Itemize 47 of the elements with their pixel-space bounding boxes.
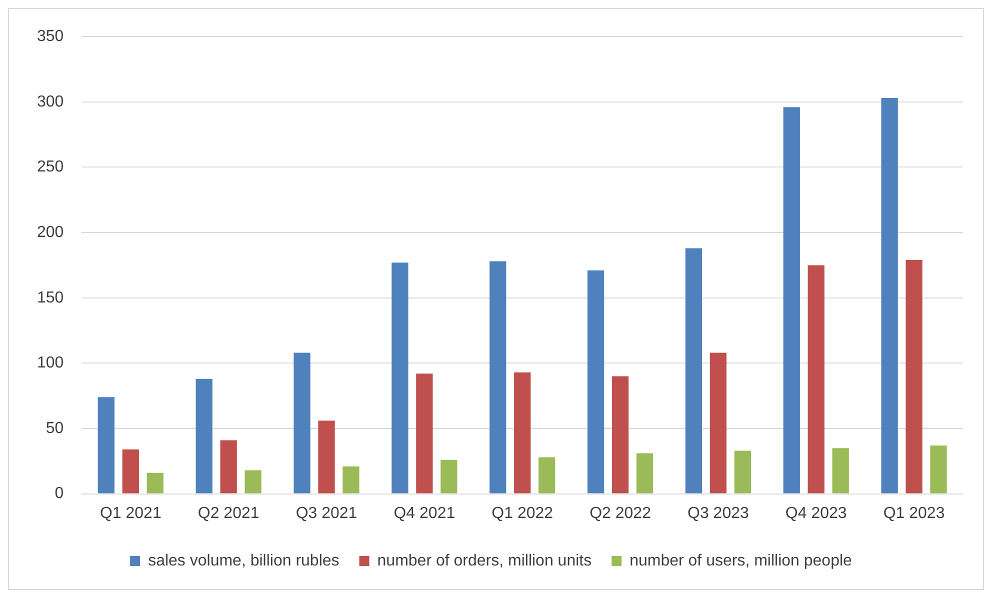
bar: [490, 261, 506, 494]
bar: [318, 420, 335, 494]
bar: [881, 98, 898, 494]
bar: [146, 472, 164, 494]
bar: [685, 248, 702, 494]
bar: [930, 445, 947, 494]
bar: [196, 378, 212, 494]
bar: [220, 440, 237, 494]
x-tick-label: Q1 2022: [492, 504, 554, 522]
bar: [808, 265, 824, 494]
bar: [98, 397, 114, 494]
bar: [416, 374, 433, 494]
bar: [440, 460, 458, 494]
x-tick-label: Q2 2022: [590, 504, 652, 522]
x-tick-label: Q4 2023: [785, 504, 847, 522]
y-tick-label: 50: [46, 420, 64, 437]
bar: [612, 376, 629, 494]
bar: [392, 262, 408, 494]
x-tick-label: Q2 2021: [198, 504, 260, 522]
bar: [783, 107, 800, 494]
y-tick-label: 100: [36, 354, 64, 372]
bar: [122, 449, 139, 494]
x-tick-label: Q3 2023: [688, 504, 749, 522]
y-tick-label: 300: [36, 93, 64, 110]
bar: [906, 260, 922, 494]
bar: [710, 352, 727, 494]
bar: [538, 457, 556, 494]
y-tick-label: 150: [36, 289, 64, 306]
x-tick-label: Q4 2021: [394, 504, 456, 522]
x-tick-label: Q1 2021: [100, 504, 162, 522]
bar: [587, 270, 604, 494]
x-tick-label: Q3 2021: [296, 504, 358, 522]
x-tick-label: Q1 2023: [883, 504, 945, 522]
bar: [832, 448, 849, 494]
legend-label: sales volume, billion rubles: [148, 552, 340, 570]
y-tick-label: 200: [36, 224, 64, 241]
y-tick-label: 0: [54, 485, 64, 502]
bar: [514, 372, 531, 494]
bar: [294, 352, 310, 494]
bar: [734, 450, 751, 494]
bar: [244, 470, 262, 494]
bar: [342, 466, 360, 494]
legend-label: number of users, million people: [630, 552, 852, 570]
bar: [636, 453, 654, 494]
legend-label: number of orders, million units: [377, 552, 592, 570]
y-tick-label: 250: [36, 158, 64, 176]
y-tick-label: 350: [36, 28, 64, 46]
